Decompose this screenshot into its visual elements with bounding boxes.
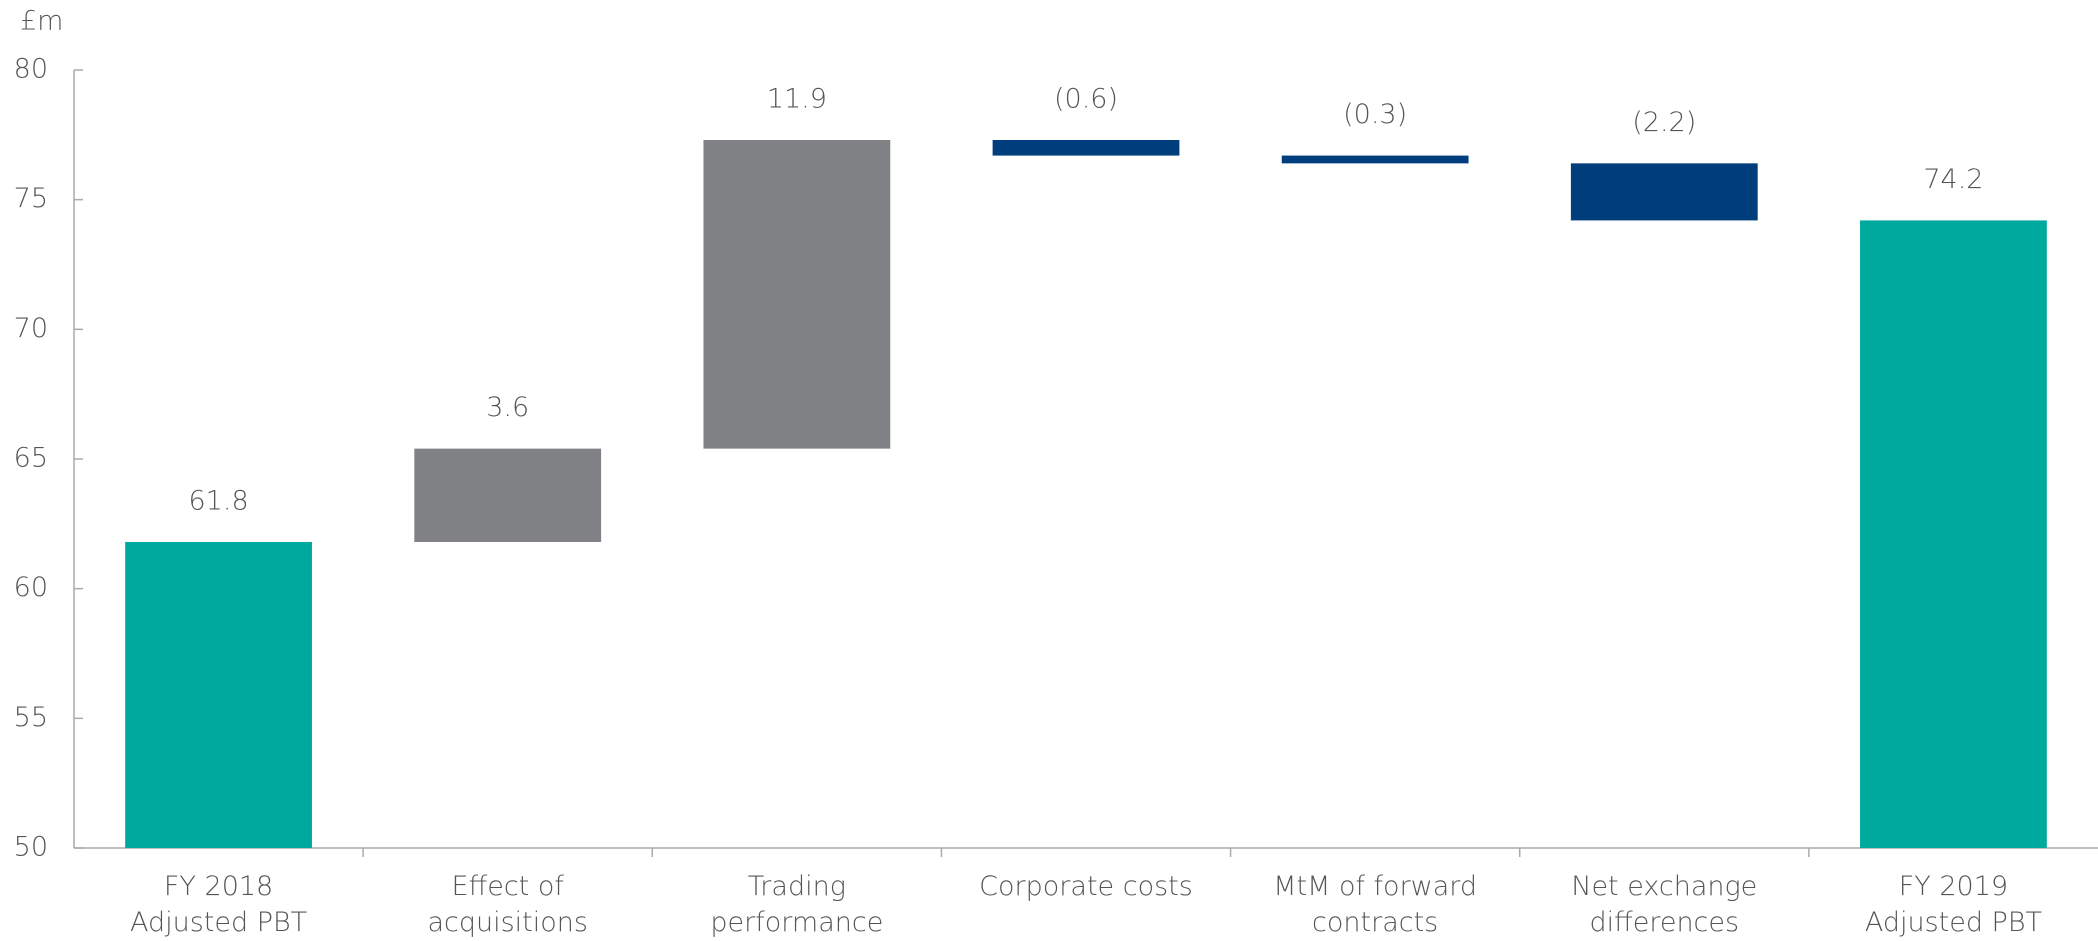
x-tick-label-line: Effect of [452,871,565,902]
y-tick-label: 75 [14,183,48,214]
x-tick-label: Net exchange differences [1571,871,1757,938]
x-tick-label-line: performance [710,907,883,938]
x-tick-label-line: contracts [1312,907,1438,938]
x-tick-label-line: Adjusted PBT [1865,907,2042,938]
y-axis-label: £m [20,6,63,37]
x-tick-label: Effect of acquisitions [427,871,588,938]
y-tick-label: 80 [14,54,48,85]
value-label: (0.6) [1054,84,1118,115]
bar [125,541,312,848]
y-tick-label: 60 [14,572,48,603]
x-tick-label-line: differences [1589,907,1739,938]
y-tick-label: 65 [14,443,48,474]
x-tick-label-line: Trading [748,871,846,902]
x-tick-label-line: FY 2018 [164,871,273,902]
x-tick-label-line: MtM of forward [1273,871,1477,902]
bar [414,448,602,542]
value-label: 3.6 [486,392,529,423]
bar [1860,220,2047,848]
x-tick-label-line: Corporate costs [979,871,1193,902]
value-label: (2.2) [1632,107,1696,138]
y-tick-label: 70 [14,313,48,344]
x-tick-label-line: FY 2019 [1899,871,2008,902]
x-tick-label: MtM of forward contracts [1273,871,1477,938]
value-label: 11.9 [767,84,827,115]
x-tick-label: Trading performance [710,871,883,938]
value-label: 61.8 [189,485,249,516]
y-tick-label: 55 [14,702,48,733]
bar [703,140,891,449]
x-tick-label-line: acquisitions [427,907,588,938]
value-label: 74.2 [1923,164,1983,195]
x-tick-label: FY 2019 Adjusted PBT [1865,871,2042,938]
bar [1570,163,1758,221]
bar [1281,155,1469,164]
x-tick-label: FY 2018 Adjusted PBT [130,871,307,938]
x-tick-label: Corporate costs [979,871,1193,902]
y-tick-label: 50 [14,832,48,863]
bar [992,140,1180,156]
value-label: (0.3) [1343,99,1407,130]
x-tick-label-line: Net exchange [1571,871,1757,902]
x-tick-label-line: Adjusted PBT [130,907,307,938]
